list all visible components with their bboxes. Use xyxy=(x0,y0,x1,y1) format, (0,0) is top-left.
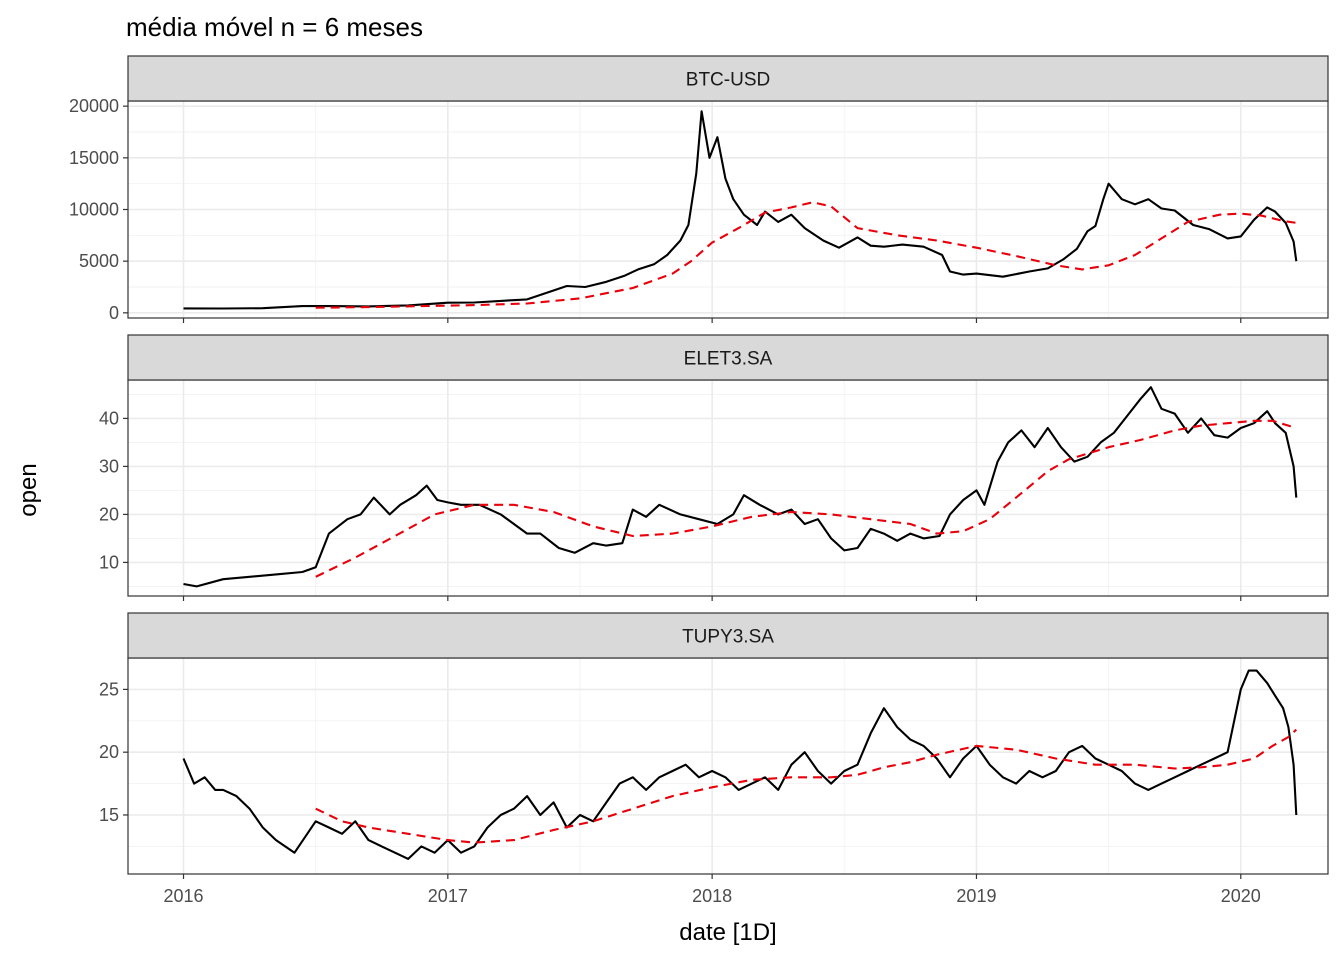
open-price-line xyxy=(182,669,1298,860)
open-price-line xyxy=(183,386,1298,588)
y-axis-title: open xyxy=(15,463,42,516)
y-tick-label: 40 xyxy=(99,408,119,428)
panel-background xyxy=(128,380,1328,596)
facet-panels: 0 5000 10000 15000 20000 BTC-USD 10 20 30 40 ELET3… xyxy=(69,55,1329,879)
chart-title: média móvel n = 6 meses xyxy=(126,12,423,42)
moving-average-line xyxy=(315,201,1297,309)
moving-average-line xyxy=(315,419,1297,578)
facet-strip xyxy=(127,334,1329,381)
y-tick-label: 20 xyxy=(99,504,119,524)
x-axis-title: date [1D] xyxy=(679,919,776,946)
y-tick-label: 0 xyxy=(109,303,119,323)
y-tick-label: 5000 xyxy=(79,251,119,271)
x-tick-label: 2020 xyxy=(1221,886,1261,906)
y-tick-label: 25 xyxy=(99,679,119,699)
y-tick-label: 15 xyxy=(99,805,119,825)
x-tick-label: 2018 xyxy=(692,886,732,906)
moving-average-line xyxy=(315,728,1298,844)
facet-label: ELET3.SA xyxy=(684,349,773,370)
x-tick-label: 2017 xyxy=(428,886,468,906)
y-tick-label: 10 xyxy=(99,552,119,572)
facet-label: TUPY3.SA xyxy=(682,627,774,648)
y-tick-label: 30 xyxy=(99,456,119,476)
open-price-line xyxy=(183,110,1298,310)
y-tick-label: 15000 xyxy=(69,148,119,168)
facet-strip xyxy=(127,55,1329,102)
y-tick-label: 10000 xyxy=(69,200,119,220)
x-tick-label: 2016 xyxy=(163,886,203,906)
x-axis: 2016 2017 2018 2019 2020 xyxy=(163,886,1260,906)
panel-background xyxy=(128,658,1328,874)
y-tick-label: 20000 xyxy=(69,96,119,116)
x-tick-label: 2019 xyxy=(956,886,996,906)
facet-panel-2: 10 20 30 40 ELET3.SA xyxy=(99,334,1329,601)
facet-panel-3: 15 20 25 TUPY3.SA xyxy=(99,612,1329,879)
facet-strip xyxy=(127,612,1329,659)
facet-label: BTC-USD xyxy=(686,70,770,91)
y-tick-label: 20 xyxy=(99,742,119,762)
facet-panel-1: 0 5000 10000 15000 20000 BTC-USD xyxy=(69,55,1329,323)
